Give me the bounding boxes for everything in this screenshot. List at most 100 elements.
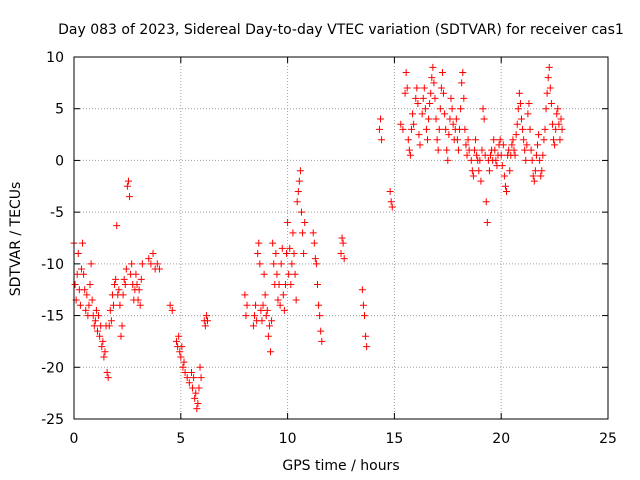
data-point — [310, 239, 318, 247]
data-point — [537, 172, 545, 180]
data-point — [287, 281, 295, 289]
data-point — [292, 296, 300, 304]
data-point — [542, 105, 550, 113]
data-point — [201, 322, 209, 330]
data-point — [516, 100, 524, 108]
data-point — [134, 296, 142, 304]
data-point — [405, 146, 413, 154]
data-point — [407, 125, 415, 133]
data-point — [479, 105, 487, 113]
data-point — [434, 146, 442, 154]
data-point — [95, 312, 103, 320]
data-point — [286, 244, 294, 252]
data-point — [204, 317, 211, 325]
data-point — [449, 120, 457, 128]
data-point — [528, 156, 536, 164]
data-point — [414, 100, 422, 108]
data-point — [543, 89, 551, 97]
data-point — [363, 343, 371, 351]
data-point — [511, 151, 519, 159]
data-point — [453, 136, 461, 144]
data-point — [126, 193, 134, 201]
data-point — [404, 136, 412, 144]
data-point — [311, 255, 319, 263]
data-point — [469, 172, 477, 180]
data-point — [260, 270, 268, 278]
data-point — [426, 100, 434, 108]
data-point — [527, 146, 535, 154]
data-point — [432, 115, 440, 123]
data-point — [99, 337, 107, 345]
data-point — [277, 260, 285, 268]
data-point — [81, 286, 89, 294]
data-point — [462, 141, 470, 149]
data-point — [424, 136, 432, 144]
data-point — [415, 131, 423, 139]
data-point — [425, 115, 433, 123]
data-point — [552, 125, 560, 133]
data-point — [115, 286, 123, 294]
data-point — [153, 260, 161, 268]
data-point — [264, 332, 272, 340]
data-point — [553, 110, 561, 118]
data-point — [270, 260, 278, 268]
data-point — [480, 115, 488, 123]
data-point — [418, 110, 426, 118]
data-point — [197, 374, 205, 382]
x-axis-label: GPS time / hours — [282, 458, 399, 474]
data-point — [473, 151, 481, 159]
data-point — [497, 151, 505, 159]
data-point — [116, 301, 124, 309]
data-point — [265, 322, 273, 330]
data-point — [477, 177, 485, 185]
data-point — [87, 260, 95, 268]
x-tick-label: 15 — [385, 431, 403, 447]
data-point — [124, 177, 132, 185]
data-point — [410, 120, 418, 128]
data-point — [443, 146, 451, 154]
data-point — [509, 136, 517, 144]
data-point — [180, 358, 188, 366]
data-point — [337, 250, 345, 258]
x-tick-label: 5 — [176, 431, 185, 447]
data-point — [309, 229, 317, 237]
data-point — [318, 337, 326, 345]
data-point — [458, 79, 466, 87]
data-point — [530, 177, 538, 185]
data-point — [514, 105, 522, 113]
data-point — [440, 89, 448, 97]
data-point — [500, 172, 508, 180]
data-point — [259, 301, 267, 309]
data-point — [258, 317, 266, 325]
data-point — [273, 270, 281, 278]
data-point — [501, 182, 509, 190]
data-point — [145, 255, 153, 263]
y-tick-label: -15 — [41, 309, 64, 325]
data-point — [98, 343, 106, 351]
data-point — [275, 281, 283, 289]
axis-ticks: 0 5 10 15 20 25 -25 -20 -15 -10 -5 0 5 10 — [41, 50, 617, 447]
x-tick-label: 25 — [599, 431, 617, 447]
data-point — [272, 250, 280, 258]
data-point — [435, 125, 443, 133]
data-point — [387, 198, 395, 206]
data-point — [74, 250, 82, 258]
data-point — [176, 348, 184, 356]
data-point — [429, 63, 437, 71]
data-point — [317, 327, 325, 335]
data-point — [118, 322, 126, 330]
data-point — [536, 156, 544, 164]
data-point — [261, 291, 269, 299]
data-point — [409, 110, 417, 118]
data-point — [448, 105, 456, 113]
data-point — [263, 306, 271, 314]
data-point — [520, 136, 528, 144]
data-point — [249, 322, 257, 330]
data-point — [545, 63, 553, 71]
data-point — [539, 151, 547, 159]
data-point — [96, 332, 104, 340]
data-point — [149, 250, 157, 258]
data-point — [93, 327, 101, 335]
